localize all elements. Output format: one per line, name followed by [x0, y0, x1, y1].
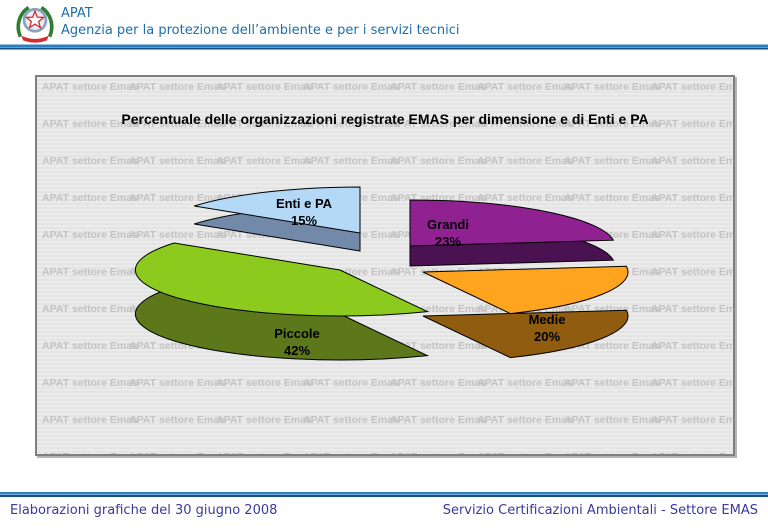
watermark-text: APAT settore Emas [303, 377, 399, 389]
watermark-text: APAT settore Emas [303, 81, 399, 93]
watermark-text: APAT settore Emas [42, 340, 138, 352]
watermark-text: APAT settore Emas [42, 118, 138, 130]
pie-slice-medie: Medie 20% [422, 265, 629, 359]
watermark-text: APAT settore Emas [651, 229, 735, 241]
watermark-text: APAT settore Emas [216, 377, 312, 389]
watermark-text: APAT settore Emas [477, 118, 573, 130]
pie-slice-top [134, 242, 430, 317]
footer-date: Elaborazioni grafiche del 30 giugno 2008 [10, 503, 278, 518]
watermark-text: APAT settore Emas [564, 377, 660, 389]
header: APAT Agenzia per la protezione dell’ambi… [0, 0, 768, 45]
watermark-text: APAT settore Emas [216, 118, 312, 130]
watermark-text: APAT settore Emas [303, 118, 399, 130]
watermark-text: APAT settore Emas [42, 81, 138, 93]
watermark-text: APAT settore Emas [564, 155, 660, 167]
watermark-text: APAT settore Emas [129, 81, 225, 93]
watermark-text: APAT settore Emas [42, 451, 138, 454]
watermark-text: APAT settore Emas [42, 155, 138, 167]
header-org-name: APAT [61, 6, 93, 21]
pie-slice-top [409, 199, 615, 247]
watermark-text: APAT settore Emas [42, 266, 138, 278]
watermark-text: APAT settore Emas [390, 414, 486, 426]
pie-slice-top [422, 265, 629, 315]
watermark-text: APAT settore Emas [390, 377, 486, 389]
watermark-text: APAT settore Emas [129, 192, 225, 204]
watermark-text: APAT settore Emas [477, 451, 573, 454]
watermark-text: APAT settore Emas [564, 81, 660, 93]
pie-slice-grandi: Grandi 23% [409, 199, 615, 267]
watermark-text: APAT settore Emas [564, 192, 660, 204]
watermark-text: APAT settore Emas [129, 118, 225, 130]
slice-label-grandi: Grandi 23% [427, 217, 469, 249]
watermark-text: APAT settore Emas [42, 414, 138, 426]
watermark-text: APAT settore Emas [651, 118, 735, 130]
watermark-text: APAT settore Emas [390, 451, 486, 454]
watermark-text: APAT settore Emas [216, 155, 312, 167]
slice-label-enti-e-pa: Enti e PA 15% [276, 196, 333, 228]
watermark-text: APAT settore Emas [303, 155, 399, 167]
pie-chart: Enti e PA 15% Grandi 23% Piccole 42% Medie 20% [134, 186, 629, 361]
watermark-text: APAT settore Emas [564, 414, 660, 426]
pie-slice-enti-e-pa: Enti e PA 15% [194, 186, 361, 252]
italy-emblem-logo [16, 5, 54, 43]
slice-label-piccole: Piccole 42% [274, 326, 320, 358]
watermark-text: APAT settore Emas [651, 377, 735, 389]
watermark-text: APAT settore Emas [651, 303, 735, 315]
watermark-text: APAT settore Emas [477, 192, 573, 204]
watermark-text: APAT settore Emas [651, 451, 733, 454]
watermark-text: APAT settore Emas [42, 229, 138, 241]
pie-slice-top [194, 186, 361, 234]
watermark-text: APAT settore Emas [651, 155, 735, 167]
watermark-text: APAT settore Emas [303, 414, 399, 426]
slice-label-medie: Medie 20% [529, 312, 566, 344]
watermark-text: APAT settore Emas [564, 451, 660, 454]
watermark-text: APAT settore Emas [216, 414, 312, 426]
watermark-text: APAT settore Emas [390, 81, 486, 93]
watermark-text: APAT settore Emas [129, 377, 225, 389]
watermark-text: APAT settore Emas [651, 340, 735, 352]
watermark-text: APAT settore Emas [42, 303, 138, 315]
pie-slice-piccole: Piccole 42% [134, 242, 430, 361]
header-subtitle: Agenzia per la protezione dell’ambiente … [61, 23, 460, 38]
watermark-text: APAT settore Emas [129, 451, 225, 454]
watermark-text: APAT settore Emas [129, 155, 225, 167]
footer-divider [0, 492, 768, 497]
chart-area: APAT settore Emas APAT settore Emas APAT s… [35, 75, 735, 456]
watermark-text: APAT settore Emas [303, 451, 399, 454]
watermark-text: APAT settore Emas [477, 377, 573, 389]
watermark-text: APAT settore Emas [390, 155, 486, 167]
watermark-text: APAT settore Emas [477, 155, 573, 167]
watermark-text: APAT settore Emas [651, 192, 735, 204]
watermark-text: APAT settore Emas [477, 414, 573, 426]
watermark-text: APAT settore Emas [651, 414, 735, 426]
watermark-text: APAT settore Emas [216, 451, 312, 454]
header-divider [0, 44, 768, 50]
watermark-text: APAT settore Emas [564, 118, 660, 130]
watermark-text: APAT settore Emas [42, 377, 138, 389]
watermark-text: APAT settore Emas [477, 81, 573, 93]
watermark-text: APAT settore Emas [216, 81, 312, 93]
watermark-text: APAT settore Emas [42, 192, 138, 204]
watermark-text: APAT settore Emas [129, 414, 225, 426]
watermark-text: APAT settore Emas [651, 81, 735, 93]
watermark-text: APAT settore Emas [390, 118, 486, 130]
watermark-text: APAT settore Emas [651, 266, 735, 278]
watermark-text: APAT settore Emas [129, 229, 225, 241]
chart-title: Percentuale delle organizzazioni registr… [121, 111, 649, 127]
pie-slice-wall [422, 309, 629, 359]
footer-service: Servizio Certificazioni Ambientali - Set… [442, 503, 758, 518]
